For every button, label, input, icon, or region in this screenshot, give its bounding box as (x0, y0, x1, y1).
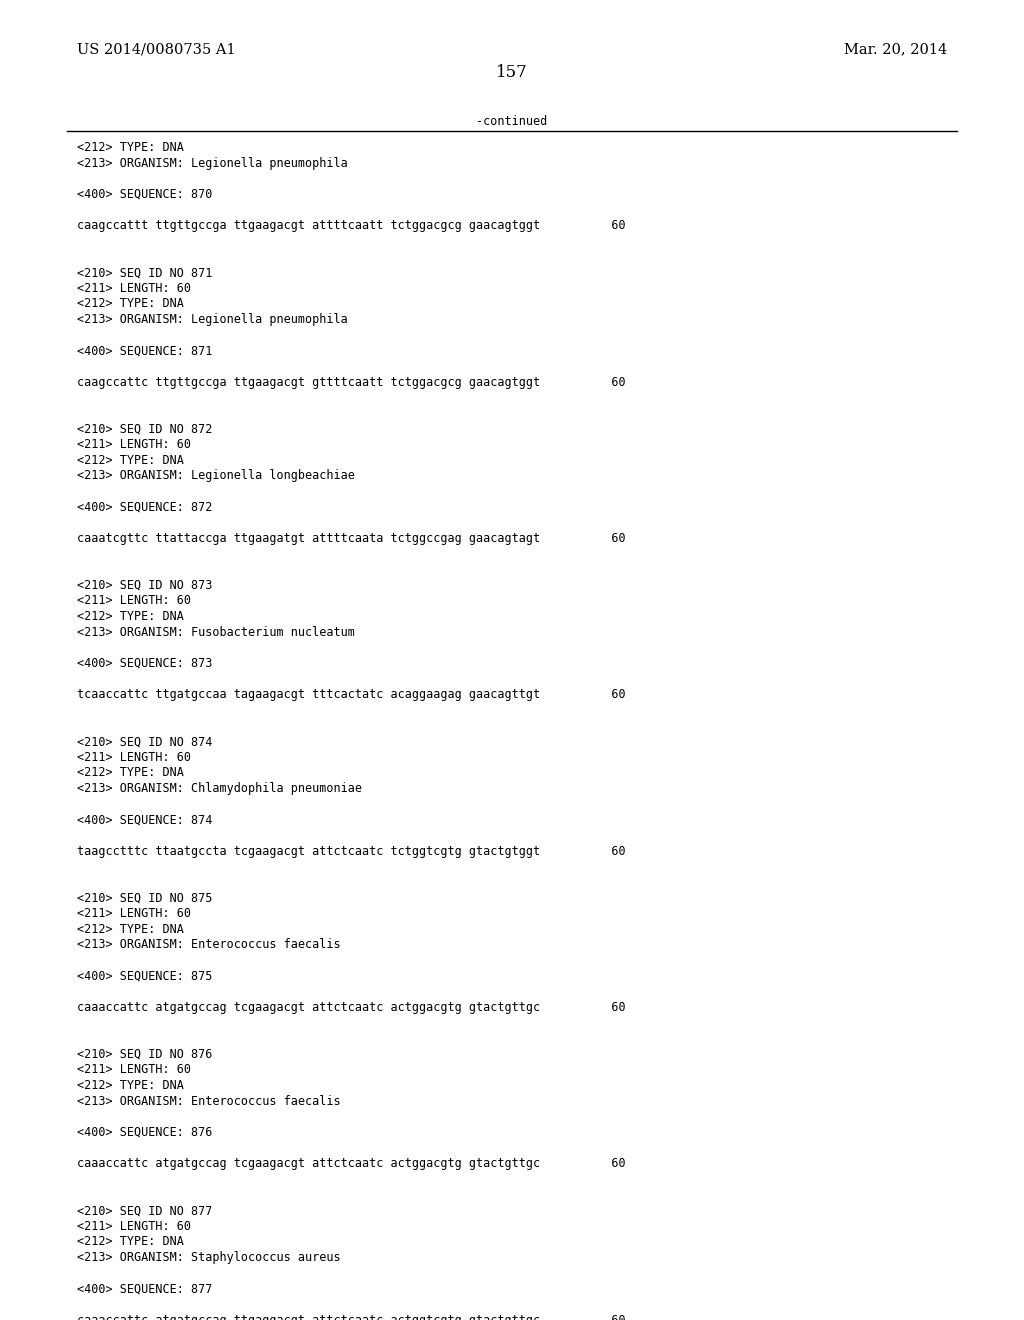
Text: <210> SEQ ID NO 874: <210> SEQ ID NO 874 (77, 735, 212, 748)
Text: <400> SEQUENCE: 872: <400> SEQUENCE: 872 (77, 500, 212, 513)
Text: caagccattc ttgttgccga ttgaagacgt gttttcaatt tctggacgcg gaacagtggt          60: caagccattc ttgttgccga ttgaagacgt gttttca… (77, 375, 626, 388)
Text: caaaccattc atgatgccag tcgaagacgt attctcaatc actggacgtg gtactgttgc          60: caaaccattc atgatgccag tcgaagacgt attctca… (77, 1158, 626, 1171)
Text: <212> TYPE: DNA: <212> TYPE: DNA (77, 767, 183, 779)
Text: taagcctttc ttaatgccta tcgaagacgt attctcaatc tctggtcgtg gtactgtggt          60: taagcctttc ttaatgccta tcgaagacgt attctca… (77, 845, 626, 858)
Text: <211> LENGTH: 60: <211> LENGTH: 60 (77, 438, 190, 451)
Text: <211> LENGTH: 60: <211> LENGTH: 60 (77, 594, 190, 607)
Text: <400> SEQUENCE: 870: <400> SEQUENCE: 870 (77, 187, 212, 201)
Text: 157: 157 (496, 65, 528, 81)
Text: <400> SEQUENCE: 877: <400> SEQUENCE: 877 (77, 1282, 212, 1295)
Text: <212> TYPE: DNA: <212> TYPE: DNA (77, 923, 183, 936)
Text: US 2014/0080735 A1: US 2014/0080735 A1 (77, 42, 236, 57)
Text: <213> ORGANISM: Chlamydophila pneumoniae: <213> ORGANISM: Chlamydophila pneumoniae (77, 781, 361, 795)
Text: <213> ORGANISM: Staphylococcus aureus: <213> ORGANISM: Staphylococcus aureus (77, 1251, 340, 1265)
Text: <210> SEQ ID NO 877: <210> SEQ ID NO 877 (77, 1204, 212, 1217)
Text: <213> ORGANISM: Enterococcus faecalis: <213> ORGANISM: Enterococcus faecalis (77, 1094, 340, 1107)
Text: caaaccattc atgatgccag tcgaagacgt attctcaatc actggacgtg gtactgttgc          60: caaaccattc atgatgccag tcgaagacgt attctca… (77, 1001, 626, 1014)
Text: <210> SEQ ID NO 875: <210> SEQ ID NO 875 (77, 891, 212, 904)
Text: tcaaccattc ttgatgccaa tagaagacgt tttcactatc acaggaagag gaacagttgt          60: tcaaccattc ttgatgccaa tagaagacgt tttcact… (77, 688, 626, 701)
Text: <400> SEQUENCE: 875: <400> SEQUENCE: 875 (77, 970, 212, 982)
Text: <212> TYPE: DNA: <212> TYPE: DNA (77, 297, 183, 310)
Text: <212> TYPE: DNA: <212> TYPE: DNA (77, 1236, 183, 1249)
Text: <212> TYPE: DNA: <212> TYPE: DNA (77, 1078, 183, 1092)
Text: caaatcgttc ttattaccga ttgaagatgt attttcaata tctggccgag gaacagtagt          60: caaatcgttc ttattaccga ttgaagatgt attttca… (77, 532, 626, 545)
Text: <210> SEQ ID NO 876: <210> SEQ ID NO 876 (77, 1048, 212, 1061)
Text: <213> ORGANISM: Legionella pneumophila: <213> ORGANISM: Legionella pneumophila (77, 157, 347, 169)
Text: Mar. 20, 2014: Mar. 20, 2014 (844, 42, 947, 57)
Text: <211> LENGTH: 60: <211> LENGTH: 60 (77, 1220, 190, 1233)
Text: <400> SEQUENCE: 871: <400> SEQUENCE: 871 (77, 345, 212, 358)
Text: <213> ORGANISM: Legionella pneumophila: <213> ORGANISM: Legionella pneumophila (77, 313, 347, 326)
Text: <212> TYPE: DNA: <212> TYPE: DNA (77, 141, 183, 154)
Text: <212> TYPE: DNA: <212> TYPE: DNA (77, 454, 183, 467)
Text: <211> LENGTH: 60: <211> LENGTH: 60 (77, 1064, 190, 1077)
Text: <212> TYPE: DNA: <212> TYPE: DNA (77, 610, 183, 623)
Text: caaaccattc atgatgccag ttgaggacgt attctcaatc actggtcgtg gtactgttgc          60: caaaccattc atgatgccag ttgaggacgt attctca… (77, 1313, 626, 1320)
Text: <211> LENGTH: 60: <211> LENGTH: 60 (77, 907, 190, 920)
Text: <400> SEQUENCE: 876: <400> SEQUENCE: 876 (77, 1126, 212, 1139)
Text: <210> SEQ ID NO 872: <210> SEQ ID NO 872 (77, 422, 212, 436)
Text: <210> SEQ ID NO 873: <210> SEQ ID NO 873 (77, 578, 212, 591)
Text: <213> ORGANISM: Legionella longbeachiae: <213> ORGANISM: Legionella longbeachiae (77, 470, 354, 482)
Text: <213> ORGANISM: Enterococcus faecalis: <213> ORGANISM: Enterococcus faecalis (77, 939, 340, 952)
Text: <213> ORGANISM: Fusobacterium nucleatum: <213> ORGANISM: Fusobacterium nucleatum (77, 626, 354, 639)
Text: <400> SEQUENCE: 874: <400> SEQUENCE: 874 (77, 813, 212, 826)
Text: <400> SEQUENCE: 873: <400> SEQUENCE: 873 (77, 657, 212, 671)
Text: <210> SEQ ID NO 871: <210> SEQ ID NO 871 (77, 267, 212, 279)
Text: -continued: -continued (476, 115, 548, 128)
Text: caagccattt ttgttgccga ttgaagacgt attttcaatt tctggacgcg gaacagtggt          60: caagccattt ttgttgccga ttgaagacgt attttca… (77, 219, 626, 232)
Text: <211> LENGTH: 60: <211> LENGTH: 60 (77, 281, 190, 294)
Text: <211> LENGTH: 60: <211> LENGTH: 60 (77, 751, 190, 764)
